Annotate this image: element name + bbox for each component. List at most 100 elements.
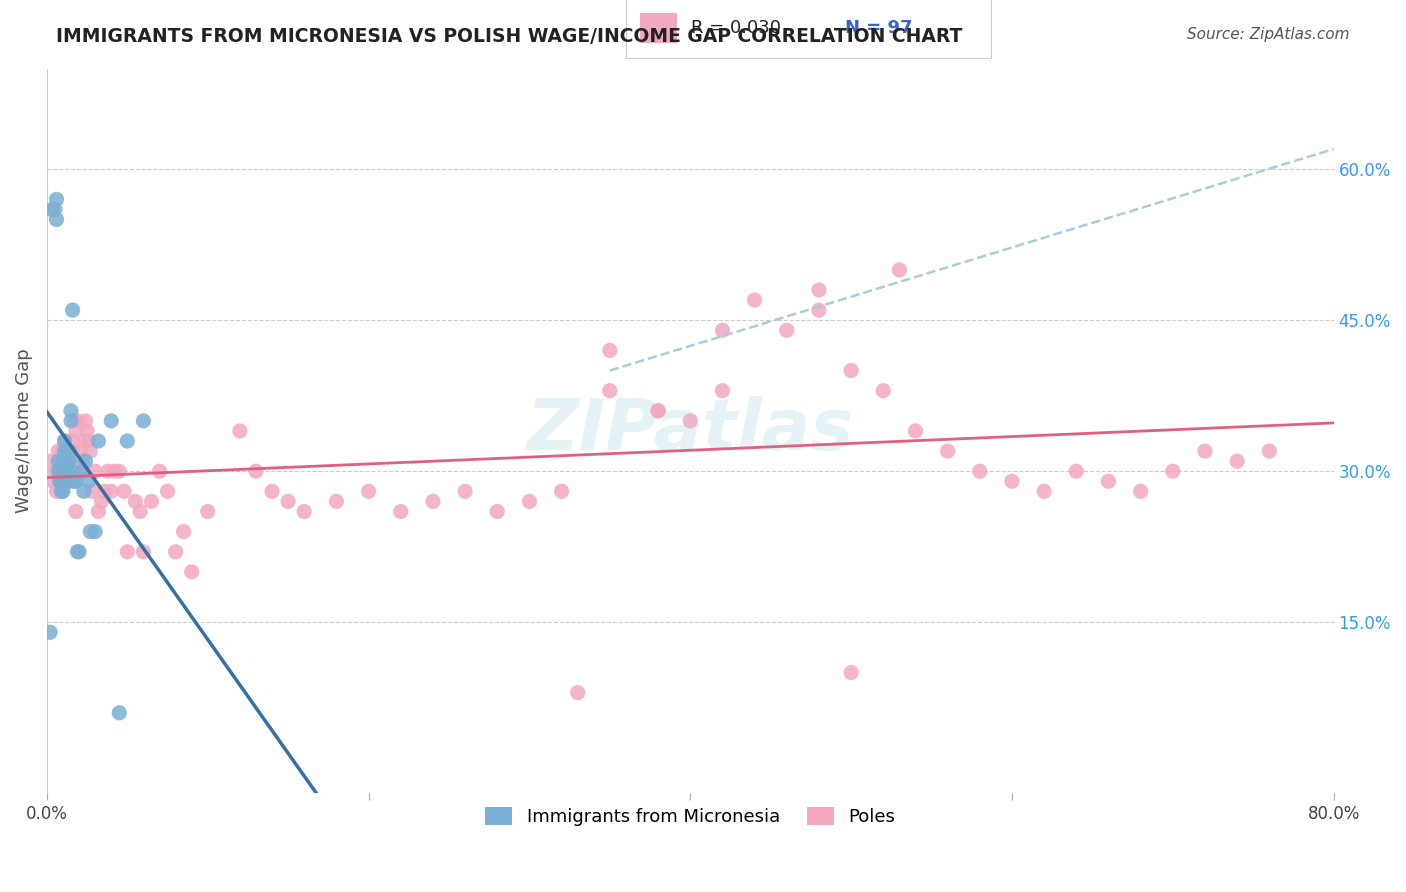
Point [62,464,84,478]
Point [129,504,152,518]
Point [100,414,122,428]
Point [90,494,112,508]
Text: ZIPatlas: ZIPatlas [527,396,853,466]
Point [108,706,131,720]
Point [60,404,83,418]
Point [52,444,75,458]
Point [44,464,66,478]
Point [41,202,63,217]
Point [44,202,66,217]
Point [51,475,73,489]
Point [132,545,155,559]
Point [94,484,117,499]
Point [148,464,170,478]
Point [66,414,89,428]
Point [56,454,79,468]
Point [73,434,96,448]
Point [197,504,219,518]
Point [1097,475,1119,489]
Point [53,434,76,448]
Point [56,475,79,489]
Point [73,484,96,499]
Point [75,414,97,428]
Point [711,384,734,398]
Point [79,444,101,458]
Point [872,384,894,398]
Point [51,464,73,478]
Point [63,475,86,489]
Point [67,464,90,478]
Point [58,464,80,478]
Point [87,504,110,518]
Point [180,565,202,579]
Point [52,484,75,499]
Point [45,212,67,227]
Point [62,303,84,318]
Point [75,454,97,468]
Point [45,193,67,207]
Point [711,323,734,337]
Point [53,464,76,478]
Point [55,444,77,458]
Point [165,545,187,559]
Point [69,444,91,458]
Point [77,434,100,448]
Point [173,524,195,539]
Point [1226,454,1249,468]
Point [55,475,77,489]
Point [49,454,72,468]
Text: N = 97: N = 97 [845,19,912,37]
Point [51,484,73,499]
Point [807,303,830,318]
Point [889,263,911,277]
Point [647,404,669,418]
Point [277,494,299,508]
Point [79,524,101,539]
Point [72,454,94,468]
Point [112,484,135,499]
Point [141,494,163,508]
Point [84,524,107,539]
Point [56,444,79,458]
Point [108,464,131,478]
Point [72,464,94,478]
Point [1064,464,1087,478]
Point [969,464,991,478]
Point [39,625,62,640]
Point [60,464,83,478]
Point [262,484,284,499]
Legend: Immigrants from Micronesia, Poles: Immigrants from Micronesia, Poles [477,797,904,835]
Point [49,475,72,489]
Point [103,464,125,478]
Point [1194,444,1216,458]
Point [389,504,412,518]
Point [117,545,139,559]
Point [117,434,139,448]
Point [325,494,347,508]
Point [80,484,103,499]
Point [58,454,80,468]
Point [679,414,702,428]
Point [839,665,862,680]
Point [62,434,84,448]
Point [49,464,72,478]
Point [77,475,100,489]
Point [744,293,766,307]
Point [46,454,69,468]
Point [49,475,72,489]
Point [52,454,75,468]
Point [42,475,65,489]
Point [357,484,380,499]
Point [58,475,80,489]
Point [132,414,155,428]
Text: R = 0.030: R = 0.030 [692,19,782,37]
Point [1033,484,1056,499]
Point [599,343,621,358]
Point [1129,484,1152,499]
Point [46,444,69,458]
Point [63,414,86,428]
Point [46,464,69,478]
Point [76,424,98,438]
Point [62,444,84,458]
Point [1161,464,1184,478]
